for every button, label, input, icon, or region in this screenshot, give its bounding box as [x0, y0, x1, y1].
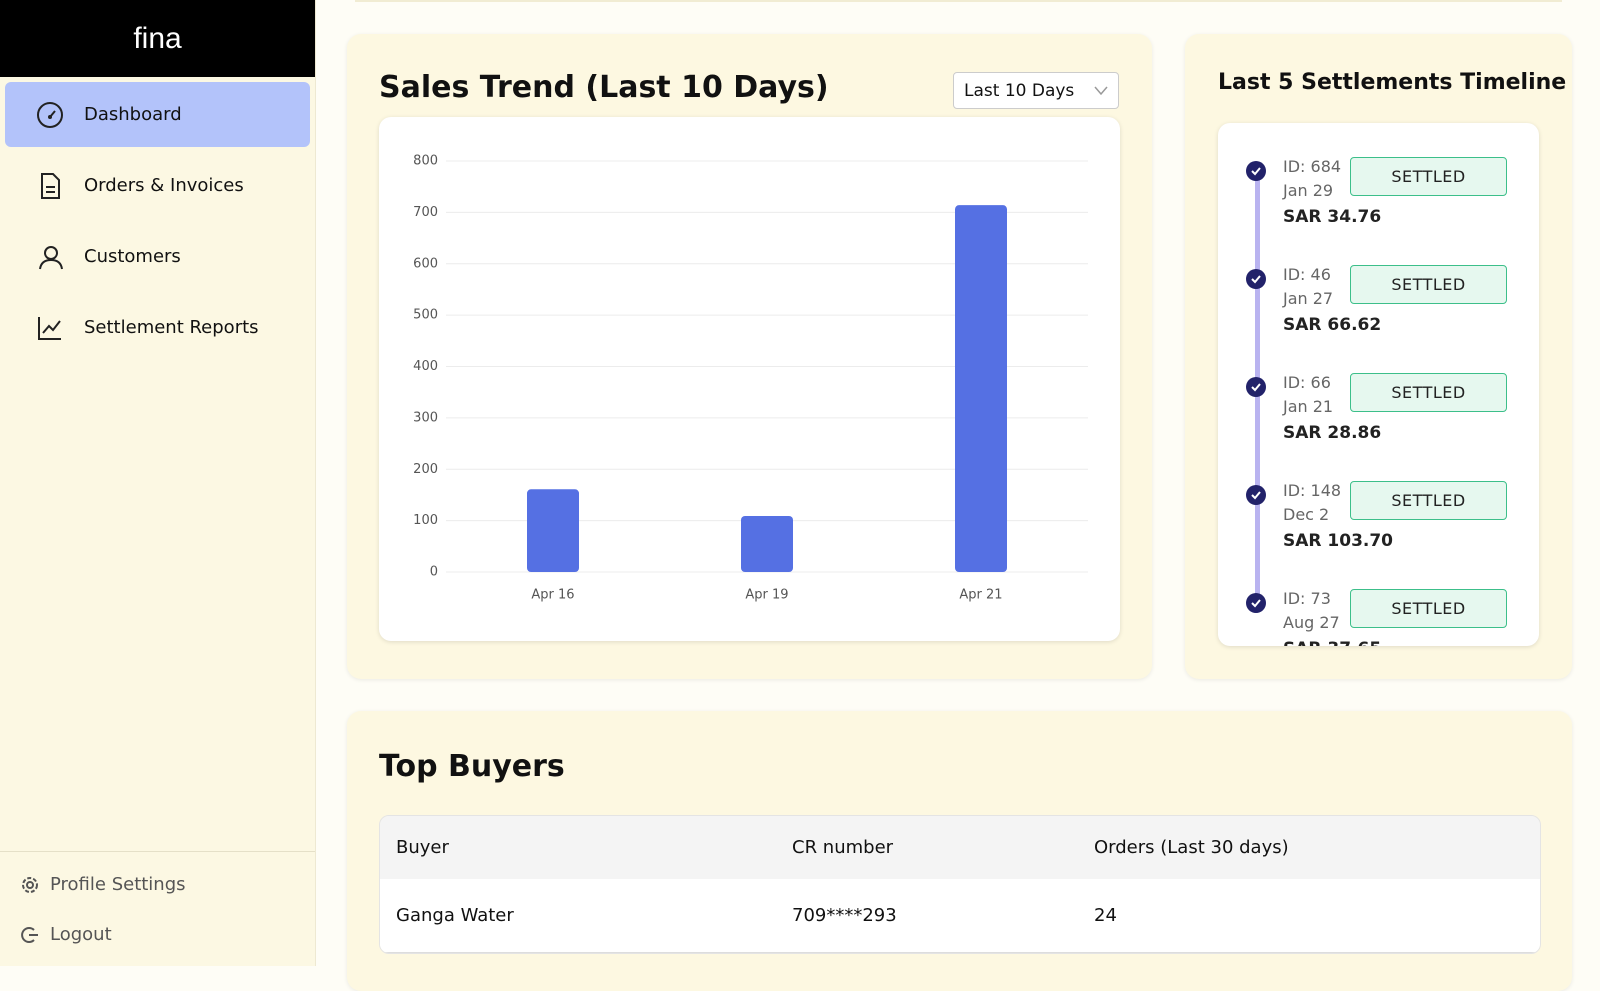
nav-item[interactable]: Settlement Reports [5, 295, 310, 360]
x-tick-label: Apr 19 [745, 588, 788, 603]
footer-label: Logout [50, 924, 112, 945]
table: Buyer CR number Orders (Last 30 days) Ganga… [380, 816, 1540, 953]
buyers-card: Top Buyers Buyer CR number Orders (Last 30… [347, 711, 1572, 991]
settlement-date: Dec 2 [1283, 505, 1330, 524]
cell: Ganga Water [380, 879, 776, 953]
check-dot [1246, 377, 1266, 397]
nav-item[interactable]: Dashboard [5, 82, 310, 147]
timeline-line [1255, 391, 1260, 499]
logout[interactable]: Logout [20, 924, 112, 945]
bar [741, 516, 793, 572]
y-tick-label: 100 [413, 513, 438, 528]
y-tick-label: 500 [413, 308, 438, 323]
sidebar: fina Dashboard Orders & Invoices Custome… [0, 0, 316, 966]
timeline-line [1255, 499, 1260, 607]
settlement-id: ID: 148 [1283, 481, 1342, 500]
icon [22, 876, 38, 893]
bar [955, 205, 1007, 572]
settlement-date: Jan 29 [1283, 181, 1334, 200]
settlements-card: Last 5 Settlements Timeline ID: 684 Jan 2… [1185, 34, 1572, 679]
icon [37, 101, 63, 128]
nav-item[interactable]: Customers [5, 224, 310, 289]
buyers-table: Buyer CR number Orders (Last 30 days) Ganga… [379, 815, 1541, 954]
settlement-amount: SAR 28.86 [1283, 423, 1382, 443]
nav-label: Dashboard [84, 104, 182, 125]
logo[interactable]: fina [0, 0, 315, 77]
settlement-item: ID: 46 Jan 27 SETTLED SAR 66.62 [1218, 243, 1538, 351]
cell: 709****293 [776, 879, 1078, 953]
chart-box: 0 100 200 300 400 500 600 700 800 Apr 16 Apr 19 Apr… [379, 117, 1120, 641]
sales-card: Sales Trend (Last 10 Days) Last 10 Days … [347, 34, 1152, 679]
footer-label: Profile Settings [50, 874, 186, 895]
check [1251, 599, 1261, 608]
settlement-status: SETTLED [1350, 481, 1507, 520]
check [1251, 491, 1261, 500]
nav-label: Orders & Invoices [84, 175, 244, 196]
check [1251, 383, 1261, 392]
nav-label: Customers [84, 246, 181, 267]
settlement-date: Jan 21 [1283, 397, 1334, 416]
check-dot [1246, 269, 1266, 289]
y-tick-label: 0 [430, 565, 438, 580]
bar [527, 489, 579, 572]
settlement-item: ID: 148 Dec 2 SETTLED SAR 103.70 [1218, 459, 1538, 567]
settlement-status: SETTLED [1350, 373, 1507, 412]
timeline-line [1255, 283, 1260, 391]
chevron [1094, 86, 1108, 96]
check-dot [1246, 593, 1266, 613]
chart: 0 100 200 300 400 500 600 700 800 Apr 16 Apr 19 Apr… [413, 154, 1088, 603]
settlements-title: Last 5 Settlements Timeline [1218, 70, 1567, 95]
check [1251, 275, 1261, 284]
settlements-list: ID: 684 Jan 29 SETTLED SAR 34.76 ID: 46 Jan 2… [1218, 123, 1539, 646]
settlement-amount: SAR 66.62 [1283, 315, 1382, 335]
settlement-item: ID: 684 Jan 29 SETTLED SAR 34.76 [1218, 135, 1538, 243]
icon [38, 316, 61, 340]
table-row: Ganga Water 709****293 24 [380, 879, 1540, 953]
divider [0, 851, 315, 852]
y-tick-label: 800 [413, 154, 438, 169]
settlement-status: SETTLED [1350, 157, 1507, 196]
settlement-amount: SAR 37.65 [1283, 639, 1381, 646]
y-tick-label: 400 [413, 359, 438, 374]
settlement-id: ID: 66 [1283, 373, 1331, 392]
range-select[interactable]: Last 10 Days [953, 72, 1119, 109]
check-dot [1246, 161, 1266, 181]
y-tick-label: 600 [413, 256, 438, 271]
header-cell: Buyer [380, 816, 776, 879]
settlement-amount: SAR 34.76 [1283, 207, 1382, 227]
header-cell: CR number [776, 816, 1078, 879]
y-tick-label: 200 [413, 462, 438, 477]
profile-settings[interactable]: Profile Settings [20, 874, 186, 895]
header-row: Buyer CR number Orders (Last 30 days) [380, 816, 1540, 879]
check [1251, 167, 1261, 176]
settlement-date: Jan 27 [1283, 289, 1334, 308]
settlement-item: ID: 73 Aug 27 SETTLED SAR 37.65 [1218, 567, 1538, 646]
x-tick-label: Apr 16 [531, 588, 574, 603]
cell: 24 [1078, 879, 1540, 953]
timeline-line [1255, 175, 1260, 283]
settlement-status: SETTLED [1350, 265, 1507, 304]
icon [21, 926, 38, 943]
settlement-item: ID: 66 Jan 21 SETTLED SAR 28.86 [1218, 351, 1538, 459]
settlement-date: Aug 27 [1283, 613, 1340, 632]
check-dot [1246, 485, 1266, 505]
settlement-id: ID: 73 [1283, 589, 1331, 608]
x-tick-label: Apr 21 [959, 588, 1002, 603]
nav-label: Settlement Reports [84, 317, 259, 338]
y-tick-label: 300 [413, 410, 438, 425]
settlement-status: SETTLED [1350, 589, 1507, 628]
buyers-title: Top Buyers [379, 749, 565, 784]
top-card-edge [355, 0, 1562, 2]
settlement-id: ID: 684 [1283, 157, 1342, 176]
select-label: Last 10 Days [964, 81, 1075, 101]
nav-item[interactable]: Orders & Invoices [5, 153, 310, 218]
icon [41, 172, 60, 199]
settlement-id: ID: 46 [1283, 265, 1331, 284]
chart-title: Sales Trend (Last 10 Days) [379, 70, 829, 105]
settlement-amount: SAR 103.70 [1283, 531, 1394, 551]
header-cell: Orders (Last 30 days) [1078, 816, 1540, 879]
y-tick-label: 700 [413, 205, 438, 220]
icon [39, 245, 63, 269]
